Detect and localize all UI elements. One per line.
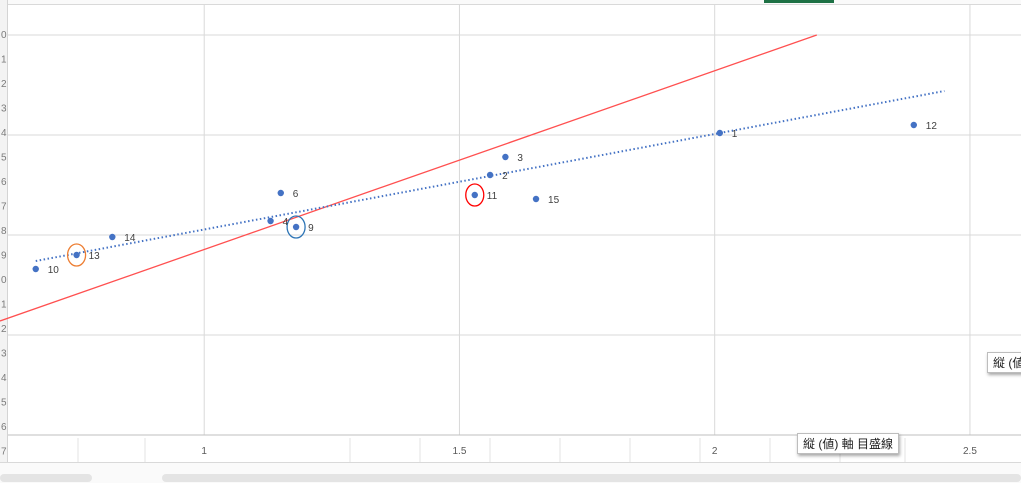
row-header-digit: 6	[1, 422, 7, 433]
data-label: 1	[732, 129, 738, 140]
data-point[interactable]	[109, 233, 116, 241]
highlight-circle	[465, 183, 485, 207]
row-header-digit: 6	[1, 177, 7, 188]
x-tick-label: 2.5	[963, 446, 977, 457]
x-tick-label: 1	[201, 446, 207, 457]
data-point[interactable]	[471, 191, 478, 199]
gridline-tooltip-edge: 縦 (値	[987, 352, 1021, 373]
row-header-digit: 0	[1, 30, 7, 41]
row-header-digit: 7	[1, 447, 7, 458]
row-header-digit: 3	[1, 349, 7, 360]
row-header-digit: 5	[1, 398, 7, 409]
data-points-layer	[32, 121, 917, 273]
x-tick-label: 2	[712, 446, 718, 457]
data-point[interactable]	[73, 251, 80, 259]
x-axis-tick-labels: 1 1.5 2 2.5	[201, 446, 977, 457]
data-point[interactable]	[277, 189, 284, 197]
data-point[interactable]	[910, 121, 917, 129]
row-header-digits: 0 1 2 3 4 5 6 7 8 9 0 1 2 3 4 5 6 7	[1, 30, 7, 458]
row-header-strip	[0, 0, 8, 470]
data-point[interactable]	[486, 171, 494, 179]
data-label: 13	[89, 251, 101, 262]
highlight-circles-layer	[66, 183, 485, 267]
reference-line-layer	[0, 34, 818, 322]
data-point[interactable]	[716, 129, 724, 137]
data-point[interactable]	[532, 195, 540, 203]
data-label: 3	[517, 153, 523, 164]
row-header-digit: 9	[1, 251, 7, 262]
sheet-tab-scroll[interactable]	[0, 474, 92, 482]
data-point[interactable]	[32, 265, 39, 273]
highlight-circle	[286, 215, 306, 239]
row-header-digit: 8	[1, 226, 7, 237]
data-label: 2	[502, 171, 508, 182]
data-label: 6	[293, 189, 299, 200]
selected-cell-indicator	[764, 0, 834, 3]
row-header-digit: 2	[1, 79, 7, 90]
column-header-strip	[0, 0, 1021, 5]
row-header-digit: 1	[1, 55, 7, 66]
row-header-digit: 4	[1, 128, 7, 139]
data-label: 10	[48, 265, 60, 276]
row-header-digit: 7	[1, 202, 7, 213]
row-header-digit: 0	[1, 275, 7, 286]
data-label: 9	[308, 223, 314, 234]
data-point[interactable]	[502, 153, 509, 161]
row-header-digit: 3	[1, 104, 7, 115]
row-header-digit: 4	[1, 373, 7, 384]
highlight-circle	[66, 243, 87, 267]
data-label: 11	[487, 191, 498, 202]
chart-gridlines	[8, 4, 1021, 470]
horizontal-scrollbar[interactable]	[162, 474, 1021, 482]
row-header-digit: 1	[1, 300, 7, 311]
x-tick-label: 1.5	[452, 446, 466, 457]
reference-line[interactable]	[0, 34, 818, 322]
data-label: 4	[283, 217, 289, 228]
data-point[interactable]	[292, 223, 300, 231]
data-point[interactable]	[267, 217, 274, 225]
data-label: 15	[548, 195, 560, 206]
gridline-tooltip: 縦 (値) 軸 目盛線	[797, 433, 899, 454]
data-label: 12	[926, 121, 938, 132]
row-header-digit: 5	[1, 153, 7, 164]
row-header-digit: 2	[1, 324, 7, 335]
data-label: 14	[124, 233, 136, 244]
